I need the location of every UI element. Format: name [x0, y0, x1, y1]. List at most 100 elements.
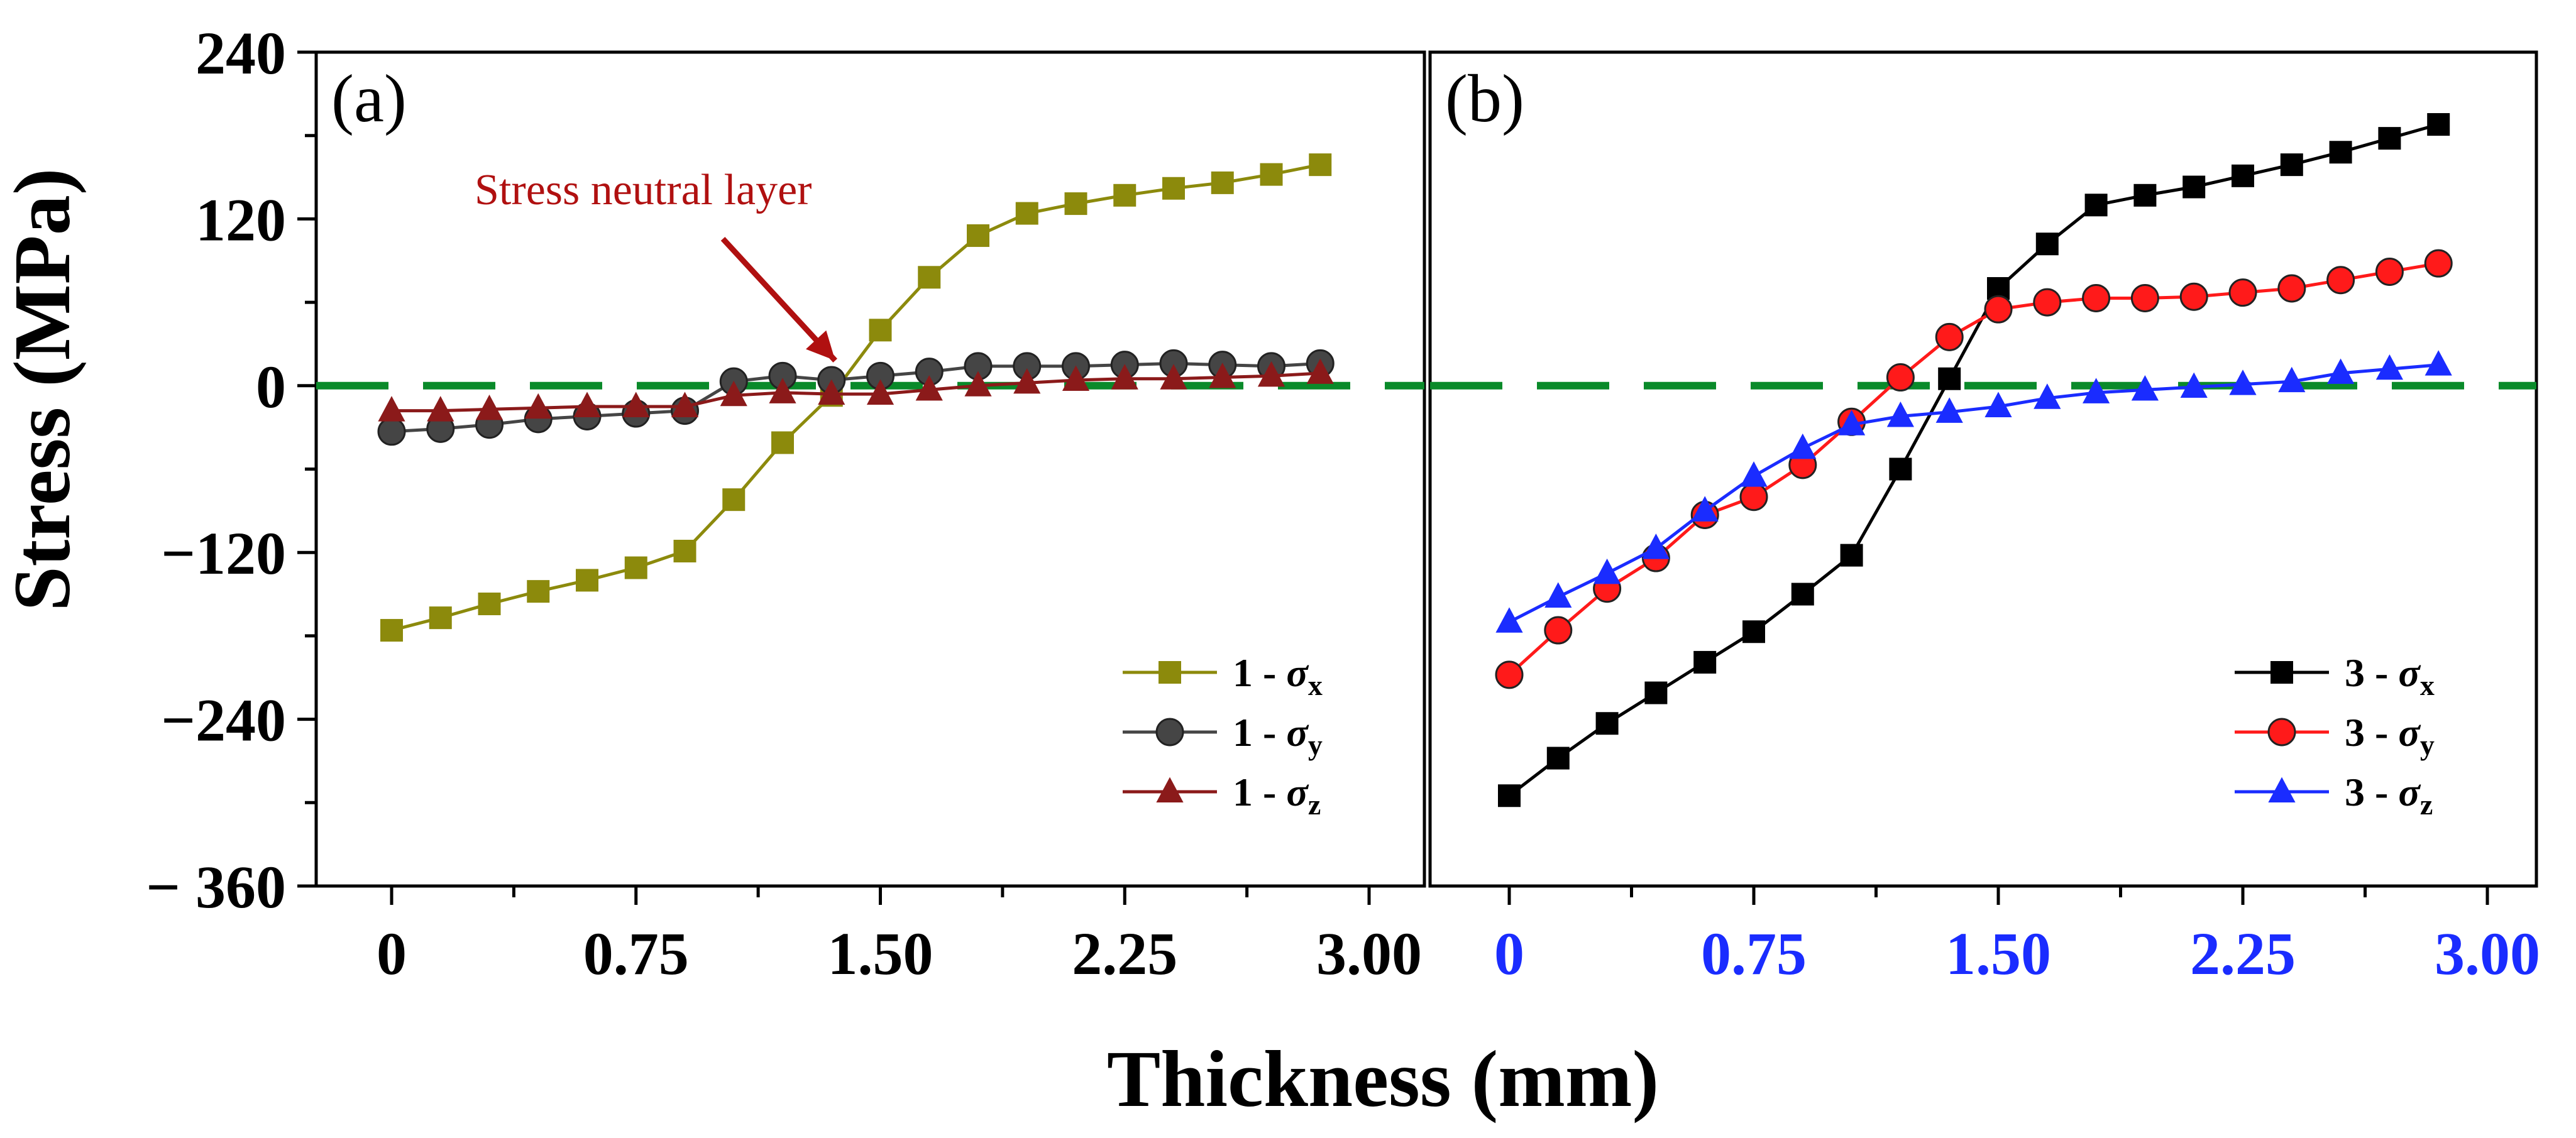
legend-label-z: 1 - σz [1233, 770, 1321, 821]
data-point-x [1644, 681, 1668, 704]
y-tick-label: −240 [161, 687, 286, 754]
data-point-y [1544, 616, 1573, 645]
plot-frame [1428, 50, 2538, 888]
x-axis-title: Thickness (mm) [1107, 1034, 1659, 1124]
data-point-x [2133, 183, 2157, 207]
data-point-z [2375, 354, 2403, 380]
data-point-z [866, 379, 894, 405]
data-point-x [1546, 747, 1570, 770]
data-point-z [2083, 378, 2110, 403]
data-point-y [2033, 288, 2062, 317]
data-point-x [624, 556, 647, 579]
data-point-z [524, 393, 552, 419]
data-point-x [967, 224, 989, 247]
legend-marker-x [2271, 661, 2293, 684]
data-point-x [1113, 183, 1137, 207]
x-tick-label: 1.50 [1946, 920, 2051, 987]
data-point-x [1938, 367, 1961, 390]
legend-label-x: 1 - σx [1233, 650, 1323, 701]
x-tick-label: 0.75 [1701, 920, 1807, 987]
data-point-x [478, 593, 501, 616]
data-point-y [2082, 283, 2111, 312]
data-point-y [2326, 266, 2355, 295]
data-point-z [915, 375, 943, 401]
legend-label-z: 3 - σz [2345, 770, 2433, 821]
data-point-x [722, 488, 746, 512]
data-point-z [2425, 350, 2452, 376]
data-point-z [1789, 433, 1817, 459]
x-tick-label: 2.25 [2190, 920, 2296, 987]
data-point-z [720, 380, 747, 407]
legend-marker-z [1156, 777, 1184, 803]
data-point-x [2084, 194, 2108, 217]
data-point-x [1211, 171, 1234, 194]
panel-b: 0 0.75 1.50 2.25 3.00 (b) 3 - σx 3 - σy 3 - σz [1428, 50, 2540, 987]
data-point-z [1740, 461, 1768, 487]
y-axis-title: Stress (MPa) [0, 168, 87, 611]
data-point-x [1840, 544, 1863, 567]
data-point-x [1889, 457, 1912, 481]
data-point-z [1593, 558, 1621, 584]
data-point-x [2329, 141, 2352, 164]
annotation-label: Stress neutral layer [475, 166, 812, 214]
x-tick-label: 0.75 [583, 920, 689, 987]
data-point-x [1742, 620, 1765, 643]
data-point-x [2035, 233, 2059, 256]
data-point-y [2375, 257, 2404, 286]
data-point-x [1162, 177, 1185, 200]
legend-marker-z [2268, 777, 2296, 803]
data-point-z [1495, 607, 1523, 633]
data-point-x [2182, 175, 2206, 199]
series-line-x [391, 163, 1321, 632]
y-tick-label: − 360 [146, 853, 286, 921]
data-point-z [2327, 358, 2355, 384]
data-point-z [1257, 361, 1285, 387]
annotation-arrow-head [805, 330, 835, 361]
data-point-z [1160, 364, 1187, 390]
data-point-x [673, 539, 696, 562]
data-point-z [2229, 369, 2257, 395]
data-point-z [1306, 358, 1334, 384]
data-point-z [671, 391, 699, 417]
legend-label-x: 3 - σx [2345, 650, 2435, 701]
data-point-x [869, 319, 892, 342]
data-point-y [1935, 322, 1964, 351]
legend-label-y: 3 - σy [2345, 710, 2435, 761]
data-point-z [1935, 397, 1963, 423]
data-point-x [429, 606, 452, 630]
data-point-x [1498, 784, 1521, 807]
data-point-y [2424, 249, 2453, 278]
data-point-z [1013, 368, 1041, 394]
data-point-y [1984, 295, 2013, 324]
data-point-z [1062, 365, 1090, 391]
data-point-y [377, 417, 406, 446]
data-point-x [1260, 163, 1283, 186]
data-point-y [2179, 282, 2208, 311]
data-point-z [622, 391, 650, 417]
data-point-z [1544, 582, 1572, 608]
data-point-y [2277, 274, 2306, 303]
data-point-z [964, 371, 992, 397]
data-point-x [1309, 153, 1332, 177]
legend-marker-x [1159, 661, 1181, 684]
series-line-y [1508, 261, 2439, 676]
data-point-y [1886, 363, 1915, 392]
data-point-x [771, 431, 794, 454]
data-point-z [2278, 366, 2306, 393]
data-point-z [475, 394, 504, 420]
data-point-z [1691, 496, 1719, 522]
x-tick-label: 1.50 [828, 920, 933, 987]
data-point-x [2232, 164, 2254, 187]
data-point-z [1886, 402, 1914, 427]
data-point-y [1739, 483, 1768, 512]
x-tick-label: 3.00 [1316, 920, 1422, 987]
data-point-z [2180, 372, 2208, 398]
data-point-x [2427, 113, 2450, 136]
data-point-z [769, 378, 796, 403]
panel-label: (b) [1445, 62, 1524, 136]
data-point-z [427, 396, 454, 422]
panel-a: 0 0.75 1.50 2.25 3.00 240 120 0 −120 −240 − 360 (a)… [146, 19, 1426, 987]
legend-marker-y [1155, 718, 1184, 747]
x-tick-label: 0 [1494, 920, 1524, 987]
